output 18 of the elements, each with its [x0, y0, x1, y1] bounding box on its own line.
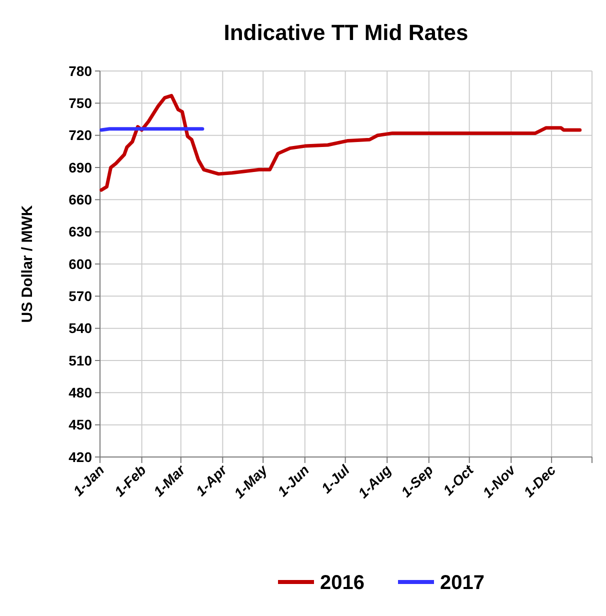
y-tick-label: 570	[68, 288, 92, 304]
y-tick-label: 510	[68, 352, 92, 368]
y-tick-label: 690	[68, 159, 92, 176]
y-tick-label: 480	[68, 384, 92, 401]
legend-label: 2017	[440, 572, 484, 594]
y-tick-label: 600	[68, 256, 92, 272]
y-axis-title: US Dollar / MWK	[19, 205, 36, 323]
y-tick-label: 540	[68, 320, 92, 336]
legend-label: 2016	[320, 572, 364, 594]
y-tick-label: 720	[68, 127, 92, 144]
y-tick-label: 660	[68, 192, 92, 208]
y-tick-label: 780	[68, 62, 92, 79]
line-series	[100, 94, 582, 192]
y-tick-label: 630	[68, 224, 92, 240]
y-tick-label: 420	[68, 448, 92, 465]
y-tick-label: 750	[68, 95, 92, 112]
chart-title: Indicative TT Mid Rates	[224, 20, 468, 45]
y-tick-label: 450	[68, 416, 92, 433]
